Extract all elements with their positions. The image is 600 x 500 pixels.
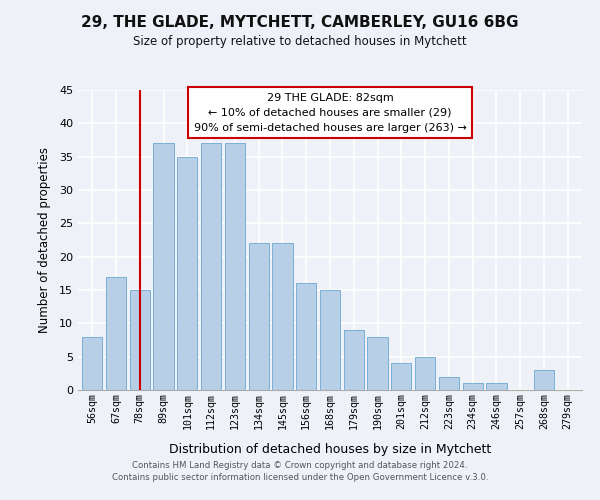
Bar	[82, 336, 103, 390]
Bar	[225, 144, 245, 390]
Bar	[296, 284, 316, 390]
Bar	[320, 290, 340, 390]
Bar	[106, 276, 126, 390]
Bar	[248, 244, 269, 390]
Bar	[177, 156, 197, 390]
Bar	[534, 370, 554, 390]
Text: Contains HM Land Registry data © Crown copyright and database right 2024.
Contai: Contains HM Land Registry data © Crown c…	[112, 461, 488, 482]
Bar	[487, 384, 506, 390]
Bar	[344, 330, 364, 390]
Text: 29, THE GLADE, MYTCHETT, CAMBERLEY, GU16 6BG: 29, THE GLADE, MYTCHETT, CAMBERLEY, GU16…	[81, 15, 519, 30]
X-axis label: Distribution of detached houses by size in Mytchett: Distribution of detached houses by size …	[169, 442, 491, 456]
Bar	[201, 144, 221, 390]
Bar	[463, 384, 483, 390]
Text: 29 THE GLADE: 82sqm
← 10% of detached houses are smaller (29)
90% of semi-detach: 29 THE GLADE: 82sqm ← 10% of detached ho…	[194, 93, 466, 132]
Bar	[415, 356, 435, 390]
Text: Size of property relative to detached houses in Mytchett: Size of property relative to detached ho…	[133, 35, 467, 48]
Bar	[154, 144, 173, 390]
Bar	[272, 244, 293, 390]
Y-axis label: Number of detached properties: Number of detached properties	[38, 147, 50, 333]
Bar	[391, 364, 412, 390]
Bar	[367, 336, 388, 390]
Bar	[130, 290, 150, 390]
Bar	[439, 376, 459, 390]
